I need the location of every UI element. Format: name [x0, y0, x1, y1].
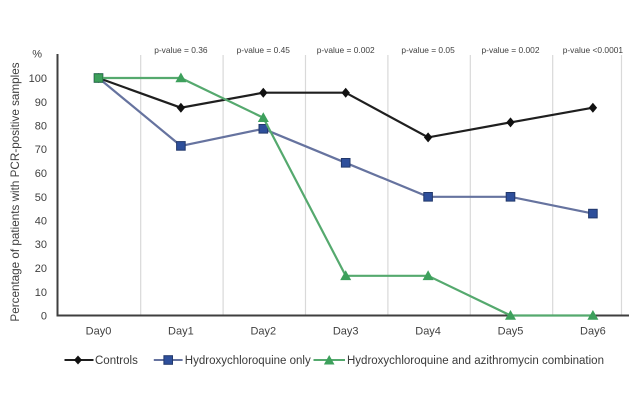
svg-text:p-value = 0.002: p-value = 0.002	[317, 45, 375, 55]
svg-text:Day4: Day4	[415, 326, 441, 338]
svg-text:Hydroxychloroquine and azithro: Hydroxychloroquine and azithromycin comb…	[347, 355, 604, 367]
svg-text:Day1: Day1	[168, 326, 194, 338]
svg-text:90: 90	[35, 97, 47, 109]
svg-text:40: 40	[35, 216, 47, 228]
svg-text:60: 60	[35, 168, 47, 180]
svg-text:p-value = 0.36: p-value = 0.36	[154, 45, 208, 55]
svg-text:Day2: Day2	[250, 326, 276, 338]
svg-text:Day3: Day3	[333, 326, 359, 338]
svg-text:Day5: Day5	[498, 326, 524, 338]
svg-text:80: 80	[35, 121, 47, 133]
svg-text:30: 30	[35, 239, 47, 251]
svg-text:100: 100	[29, 73, 47, 85]
svg-text:10: 10	[35, 287, 47, 299]
svg-text:0: 0	[41, 311, 47, 323]
svg-text:Controls: Controls	[95, 355, 138, 367]
svg-text:Day6: Day6	[580, 326, 606, 338]
svg-text:Percentage of patients with PC: Percentage of patients with PCR-positive…	[9, 62, 22, 321]
svg-text:%: %	[32, 49, 42, 61]
svg-text:p-value = 0.002: p-value = 0.002	[482, 45, 540, 55]
svg-text:Hydroxychloroquine only: Hydroxychloroquine only	[185, 355, 311, 367]
svg-text:Day0: Day0	[86, 326, 112, 338]
svg-text:20: 20	[35, 263, 47, 275]
svg-text:70: 70	[35, 144, 47, 156]
svg-text:50: 50	[35, 192, 47, 204]
svg-text:p-value = 0.05: p-value = 0.05	[401, 45, 455, 55]
svg-text:p-value <0.0001: p-value <0.0001	[563, 45, 624, 55]
svg-text:p-value = 0.45: p-value = 0.45	[237, 45, 291, 55]
